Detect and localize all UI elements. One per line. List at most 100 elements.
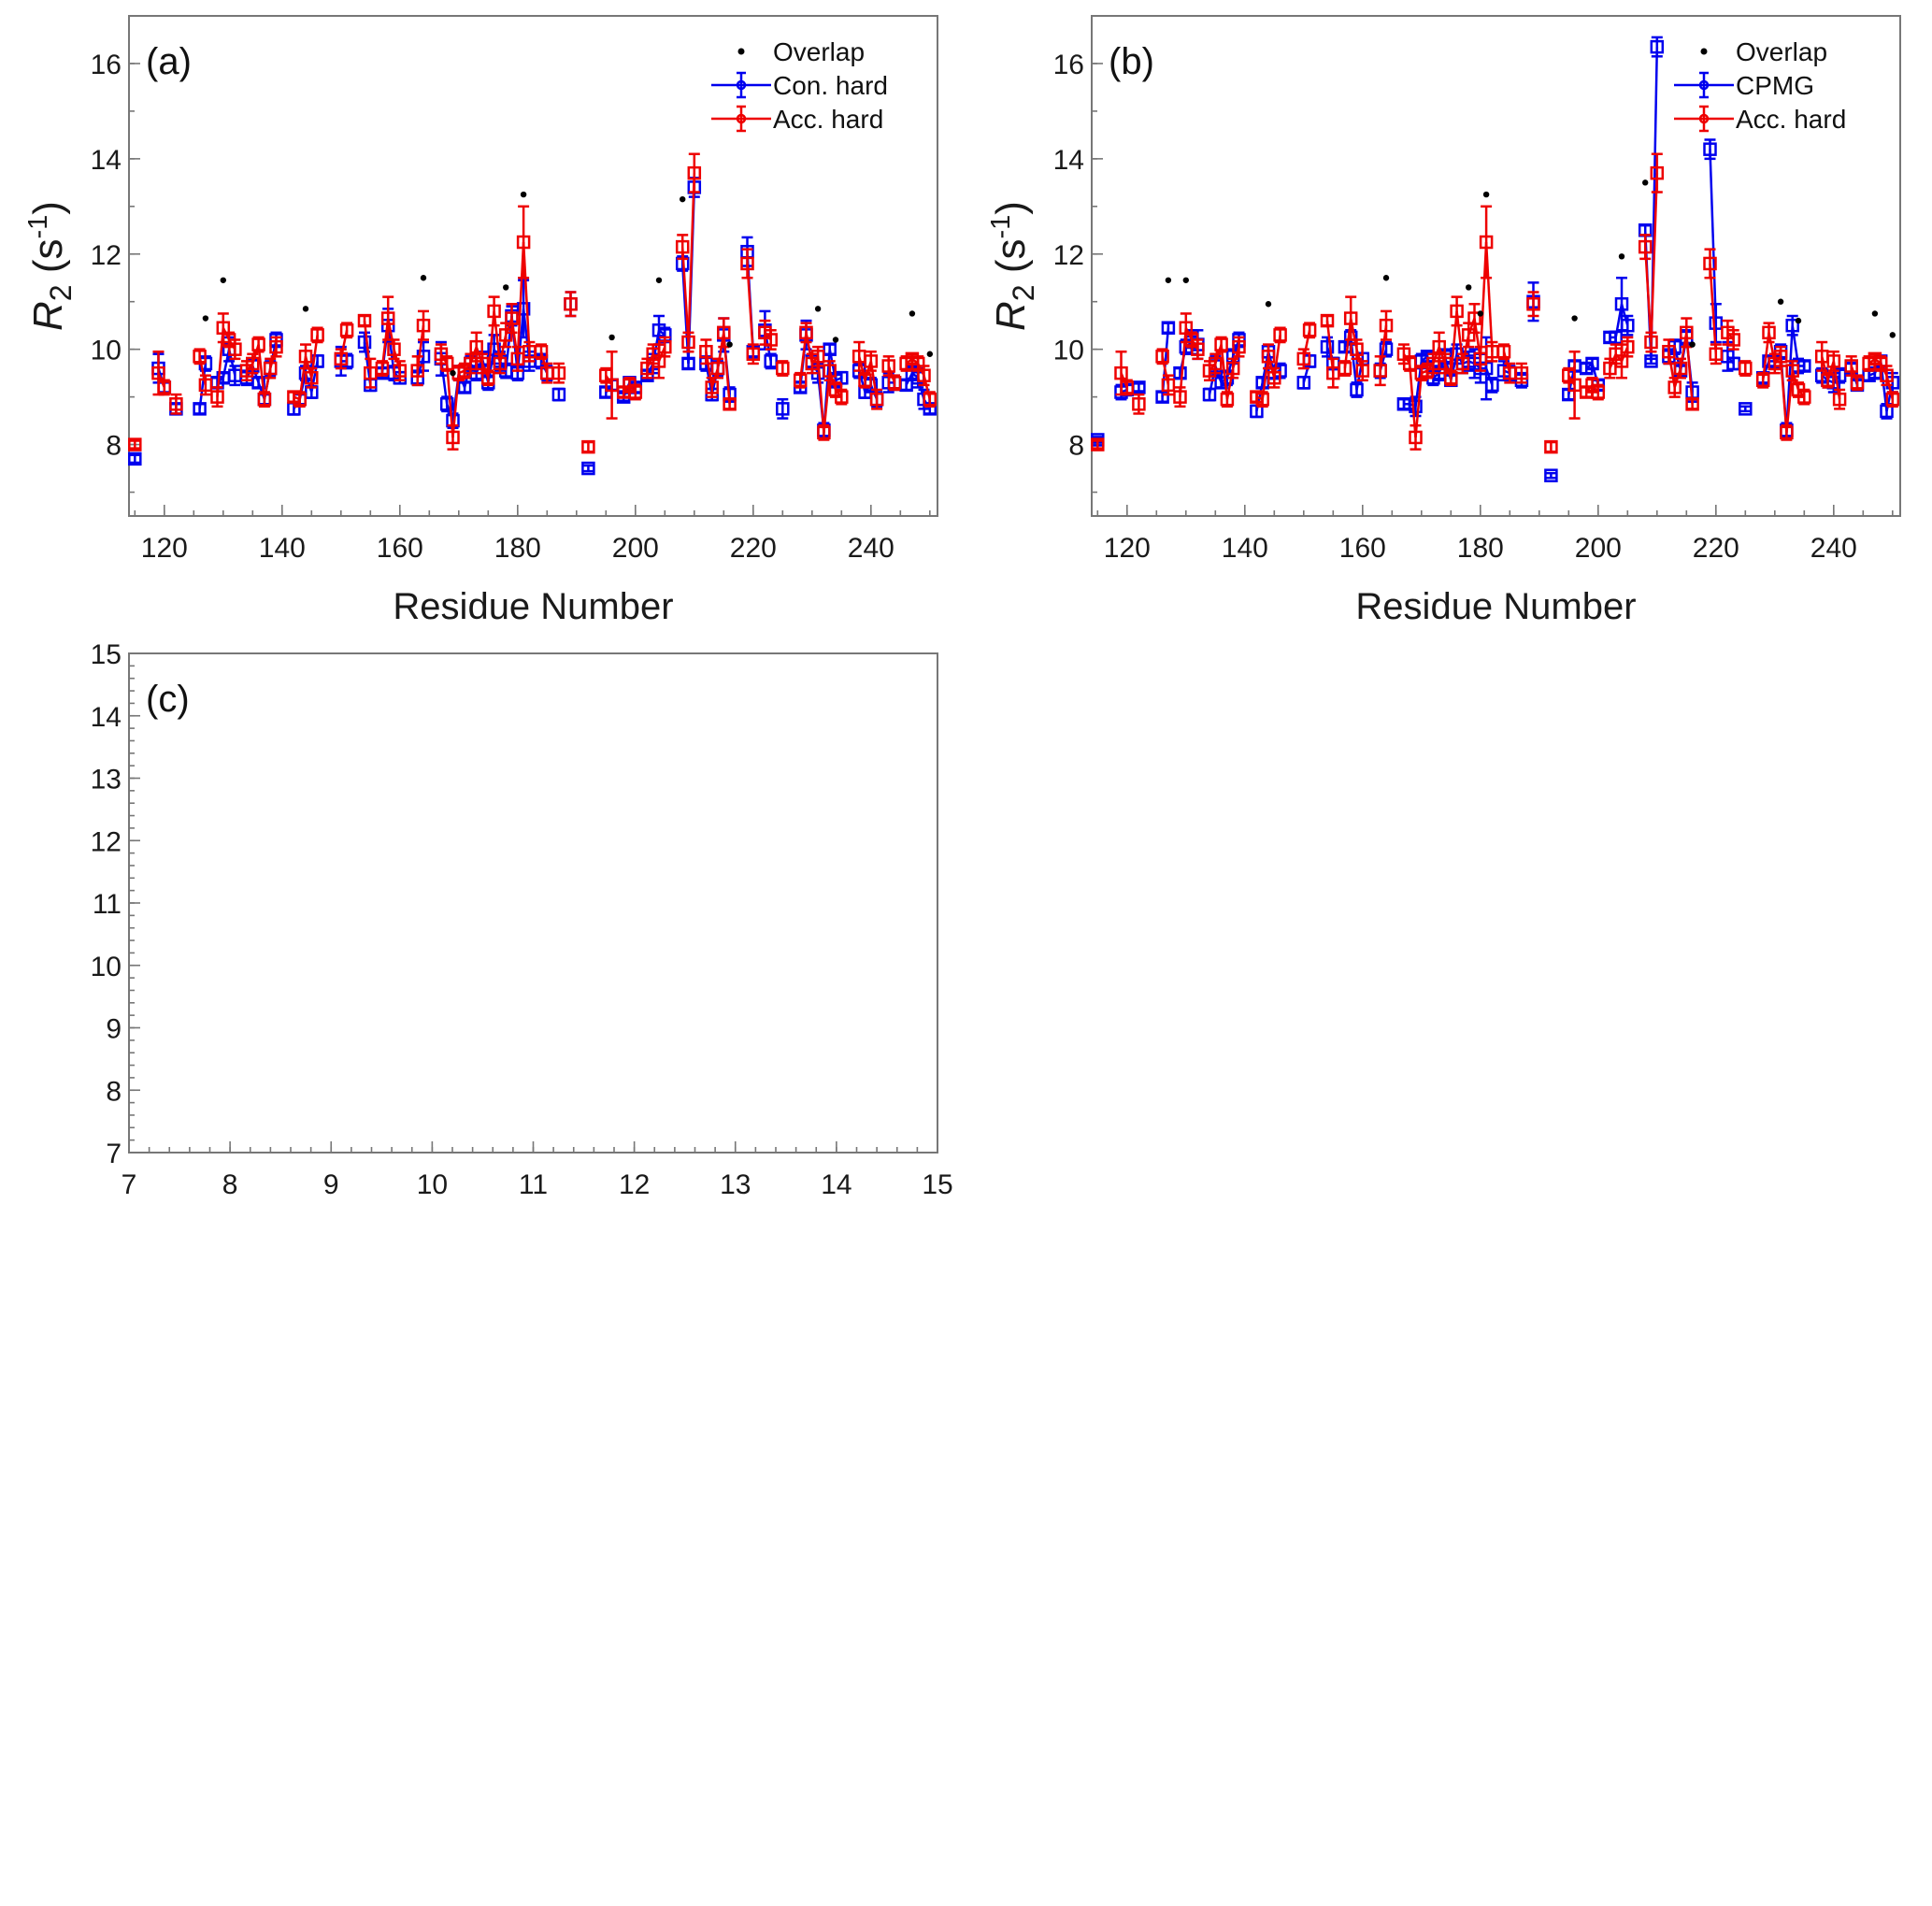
red-series-marker xyxy=(1662,344,1676,359)
panel-label: (c) xyxy=(146,679,190,720)
overlap-point xyxy=(503,284,509,291)
x-tick-label: 160 xyxy=(377,533,423,564)
red-series-marker xyxy=(1603,361,1617,376)
red-series-marker xyxy=(1373,364,1387,378)
overlap-point xyxy=(655,277,663,283)
red-series-marker xyxy=(481,370,495,385)
red-series-marker xyxy=(1703,256,1717,271)
red-series-line xyxy=(687,173,696,343)
x-tick-label: 220 xyxy=(1693,533,1739,564)
panel-label: (b) xyxy=(1109,41,1154,82)
red-series-marker xyxy=(1350,342,1364,356)
panel-a: 120 140 160 180 200 220 240 8 10 12 14 16 (a) Residue… xyxy=(23,15,938,627)
red-series-marker xyxy=(1220,392,1235,407)
y-tick-label: 16 xyxy=(91,50,122,80)
red-series-marker xyxy=(1302,323,1317,337)
x-tick-label: 120 xyxy=(141,533,188,564)
red-series-marker xyxy=(387,342,401,356)
red-series-line xyxy=(1650,173,1659,343)
red-series-marker xyxy=(151,365,165,380)
red-series-marker xyxy=(1444,370,1458,385)
legend-overlap-marker xyxy=(1700,48,1708,55)
axis-title-close: ) xyxy=(988,201,1034,215)
x-tick-label: 200 xyxy=(612,533,659,564)
y-tick-label: 12 xyxy=(1053,240,1084,271)
red-series-marker xyxy=(380,311,395,325)
red-series-marker xyxy=(699,344,713,359)
overlap-point xyxy=(1618,253,1625,260)
x-tick-label: 220 xyxy=(730,533,777,564)
red-series-marker xyxy=(1296,351,1311,366)
red-series-marker xyxy=(305,370,319,385)
legend-marker xyxy=(736,113,747,124)
red-series-line xyxy=(816,356,825,433)
red-series-marker xyxy=(516,235,531,250)
blue-series-marker xyxy=(128,451,142,466)
y-tick-label: 13 xyxy=(91,765,122,795)
red-series-marker xyxy=(1320,313,1335,328)
x-tick-label: 240 xyxy=(1810,533,1857,564)
blue-series-marker xyxy=(1173,365,1187,380)
legend-label: CPMG xyxy=(1736,71,1814,100)
red-series-marker xyxy=(510,351,525,366)
red-series-marker xyxy=(469,339,483,354)
blue-series-marker xyxy=(1644,354,1658,368)
x-tick-label: 9 xyxy=(323,1169,339,1200)
y-tick-label: 8 xyxy=(1068,431,1084,462)
red-series-marker xyxy=(1496,344,1511,359)
x-tick-label: 10 xyxy=(417,1169,448,1200)
red-series-marker xyxy=(581,439,595,454)
red-series-marker xyxy=(1479,235,1494,250)
x-tick-label: 140 xyxy=(1222,533,1268,564)
x-tick-label: 180 xyxy=(1457,533,1504,564)
blue-series-marker xyxy=(764,354,778,368)
blue-series-marker xyxy=(551,387,566,402)
red-series-marker xyxy=(393,364,408,378)
y-tick-label: 14 xyxy=(91,702,122,733)
red-series-marker xyxy=(1338,361,1352,376)
overlap-point xyxy=(1777,298,1784,305)
red-series-marker xyxy=(776,361,790,376)
overlap-point xyxy=(909,310,916,317)
x-tick-label: 11 xyxy=(519,1169,548,1200)
overlap-point xyxy=(202,315,209,322)
red-series-marker xyxy=(1785,364,1799,378)
axis-title: R2 (s-1) xyxy=(23,201,78,331)
red-series-marker xyxy=(357,313,372,328)
red-series-marker xyxy=(675,239,690,254)
blue-series-marker xyxy=(1739,402,1753,416)
legend-label: Overlap xyxy=(773,37,865,66)
red-series-marker xyxy=(416,318,431,333)
blue-series-marker xyxy=(457,380,472,394)
red-series-marker xyxy=(1402,356,1417,371)
red-series-marker xyxy=(1614,354,1629,368)
x-tick-label: 12 xyxy=(619,1169,650,1200)
red-series-marker xyxy=(246,356,260,371)
red-series-marker xyxy=(1773,350,1788,364)
blue-series-marker xyxy=(1409,399,1423,414)
red-series-marker xyxy=(251,337,265,351)
red-series-marker xyxy=(475,356,490,371)
axis-title-sub: 2 xyxy=(1007,284,1040,301)
red-series-marker xyxy=(498,328,513,342)
red-series-marker xyxy=(198,378,213,393)
plot-frame xyxy=(128,652,938,1154)
red-series-marker xyxy=(1880,368,1894,382)
red-series-marker xyxy=(717,325,731,340)
blue-series-marker xyxy=(1585,356,1599,371)
y-tick-label: 10 xyxy=(91,336,122,366)
blue-series-marker xyxy=(1709,316,1724,330)
axis-title: R2 (s-1) xyxy=(986,201,1040,331)
red-series-marker xyxy=(298,350,313,364)
blue-series-marker xyxy=(1621,318,1635,333)
red-series-marker xyxy=(1225,361,1240,376)
red-series-marker xyxy=(793,373,808,388)
red-series-marker xyxy=(375,361,390,376)
red-series-marker xyxy=(1826,354,1841,368)
red-series-marker xyxy=(1450,304,1464,319)
red-series-marker xyxy=(1467,311,1481,325)
legend-label: Con. hard xyxy=(773,71,888,100)
y-tick-label: 12 xyxy=(91,240,122,271)
red-series-marker xyxy=(1726,333,1740,347)
